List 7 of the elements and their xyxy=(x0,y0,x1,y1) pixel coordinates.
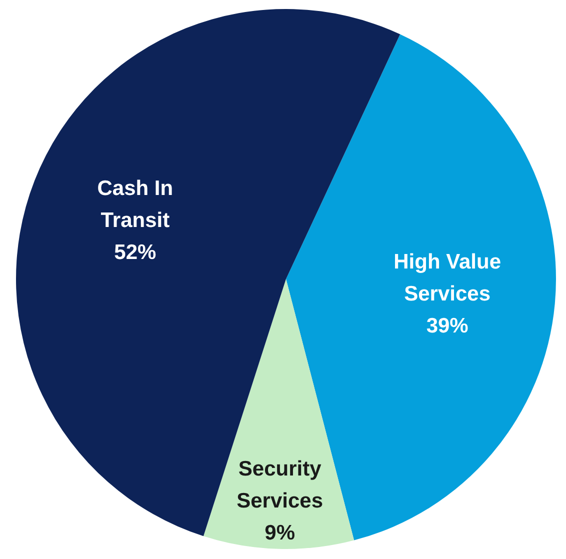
data-label: 39% xyxy=(426,314,469,338)
slice-label: Cash In Transit xyxy=(97,176,174,232)
slice-label: High Value Services xyxy=(394,250,502,306)
data-label: 9% xyxy=(264,520,296,544)
data-label: 52% xyxy=(114,240,157,264)
pie-slice xyxy=(203,279,354,549)
slice-label: Security Services xyxy=(236,456,324,512)
